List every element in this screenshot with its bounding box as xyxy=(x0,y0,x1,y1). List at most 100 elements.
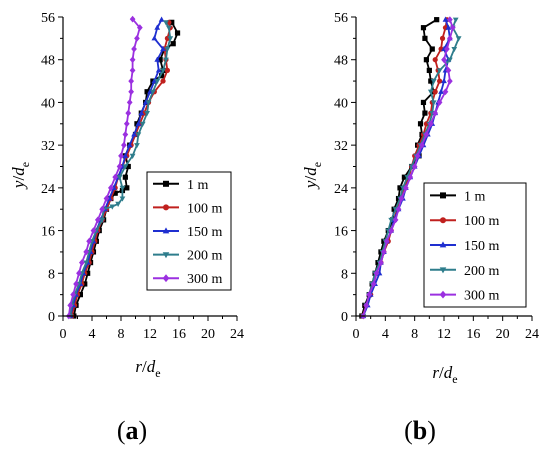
data-point xyxy=(70,291,77,299)
data-point xyxy=(160,45,166,52)
y-label-sub: e xyxy=(310,162,324,167)
y-tick-label: 48 xyxy=(334,54,348,69)
y-tick-label: 24 xyxy=(334,182,348,197)
legend-swatch-marker xyxy=(162,274,170,283)
data-point xyxy=(370,280,377,288)
data-point xyxy=(426,67,432,73)
y-tick-label: 8 xyxy=(48,267,55,282)
legend-swatch-marker xyxy=(439,241,447,248)
x-axis-label: r/de xyxy=(135,357,160,380)
x-tick-label: 8 xyxy=(118,327,125,342)
data-point xyxy=(442,88,449,96)
legend: 1 m 100 m 150 m 200 m 300 m xyxy=(146,171,232,291)
legend-swatch-marker xyxy=(439,267,447,274)
data-point xyxy=(107,184,114,192)
y-tick-label: 16 xyxy=(41,225,55,240)
data-point xyxy=(423,57,429,63)
data-point xyxy=(119,185,126,191)
data-point xyxy=(128,88,135,96)
data-point xyxy=(373,269,380,277)
data-point xyxy=(427,120,434,128)
x-tick-label: 12 xyxy=(143,327,157,342)
data-point xyxy=(115,201,121,207)
data-point xyxy=(73,280,79,288)
legend-swatch-marker xyxy=(163,180,169,187)
series-300-m xyxy=(65,15,143,320)
x-tick-label: 20 xyxy=(496,327,510,342)
y-axis-label: y/de xyxy=(301,162,324,190)
data-point xyxy=(83,248,90,256)
panel-label-letter: a xyxy=(126,416,139,445)
data-point xyxy=(167,36,174,42)
data-point xyxy=(131,45,137,53)
data-point xyxy=(124,185,130,191)
data-point xyxy=(138,109,145,116)
data-point xyxy=(423,131,430,138)
y-axis-label: y/de xyxy=(9,162,32,190)
data-point xyxy=(447,16,453,24)
data-point xyxy=(163,57,169,63)
data-point xyxy=(129,153,136,159)
legend: 1 m 100 m 150 m 200 m 300 m xyxy=(423,182,527,308)
data-point xyxy=(128,77,135,85)
data-point xyxy=(118,152,124,160)
y-tick-label: 56 xyxy=(41,11,55,26)
data-point xyxy=(142,99,149,105)
data-point xyxy=(139,121,146,127)
x-label-sym: d xyxy=(147,357,156,376)
data-point xyxy=(126,142,133,148)
y-label-sub: e xyxy=(18,162,32,167)
data-point xyxy=(403,184,409,192)
y-tick-label: 16 xyxy=(334,225,348,240)
legend-swatch-marker xyxy=(439,290,447,299)
data-point xyxy=(99,205,106,213)
data-point xyxy=(163,20,169,26)
data-point xyxy=(164,46,171,53)
data-point xyxy=(452,17,459,23)
data-point xyxy=(407,173,414,181)
data-point xyxy=(122,174,128,180)
panel-label-open: ( xyxy=(404,416,413,445)
data-point xyxy=(82,281,88,287)
data-point xyxy=(147,88,153,94)
data-point xyxy=(419,141,425,149)
series-200-m xyxy=(67,20,174,320)
data-point xyxy=(439,35,446,41)
y-label-sep: / xyxy=(301,176,320,181)
data-point xyxy=(151,35,158,41)
data-point xyxy=(135,132,142,138)
y-tick-label: 40 xyxy=(334,96,348,111)
x-tick-label: 0 xyxy=(60,327,67,342)
x-tick-label: 12 xyxy=(437,327,451,342)
legend-label: 300 m xyxy=(464,289,500,304)
legend-label: 200 m xyxy=(464,264,500,279)
data-point xyxy=(76,269,82,277)
y-tick-label: 40 xyxy=(41,96,55,111)
data-point xyxy=(123,120,130,128)
y-tick-label: 32 xyxy=(41,139,55,154)
legend-swatch-marker xyxy=(163,204,169,211)
data-point xyxy=(397,185,403,191)
data-point xyxy=(86,237,92,245)
data-point xyxy=(125,109,132,117)
data-point xyxy=(381,248,387,256)
data-point xyxy=(438,88,444,94)
data-point xyxy=(447,77,453,85)
y-tick-label: 56 xyxy=(334,11,348,26)
data-point xyxy=(430,100,437,106)
data-point xyxy=(126,99,133,106)
y-tick-label: 0 xyxy=(341,310,348,325)
data-point xyxy=(119,196,126,202)
data-point xyxy=(174,30,181,36)
data-point xyxy=(134,143,140,149)
y-label-main: y xyxy=(9,180,28,190)
data-point xyxy=(441,77,447,84)
data-point xyxy=(363,301,370,309)
data-point xyxy=(85,270,91,276)
data-point xyxy=(447,34,453,42)
data-point xyxy=(401,174,407,180)
x-label-sep: / xyxy=(439,363,444,382)
data-point xyxy=(90,227,97,234)
